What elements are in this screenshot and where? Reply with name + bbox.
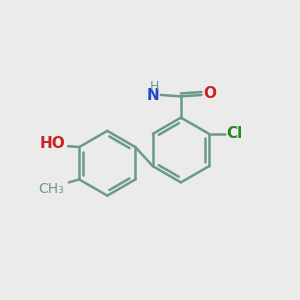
Text: CH₃: CH₃: [38, 182, 64, 196]
Text: N: N: [146, 88, 159, 103]
Text: H: H: [150, 80, 159, 93]
Text: O: O: [203, 86, 216, 101]
Text: HO: HO: [39, 136, 65, 151]
Text: Cl: Cl: [226, 126, 243, 141]
